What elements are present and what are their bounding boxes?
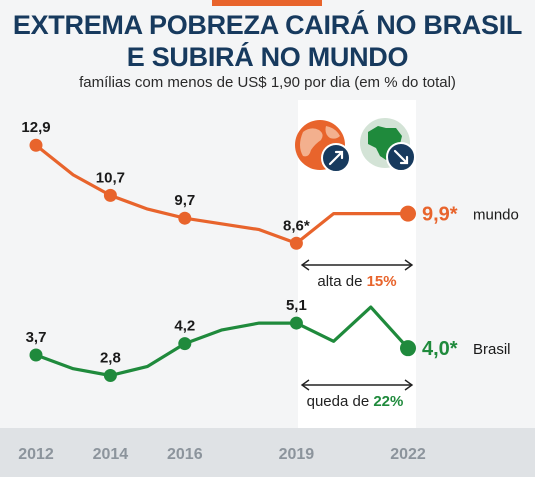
mundo-change-annotation: alta de 15% [300,259,414,290]
mundo-point-2019 [289,236,303,250]
mundo-label-2016: 9,7 [174,192,195,209]
x-tick-2016: 2016 [167,446,203,463]
x-tick-2019: 2019 [279,446,315,463]
mundo-label-2014: 10,7 [96,169,125,186]
mundo-label-2012: 12,9 [21,119,50,136]
brasil-series-line [34,305,410,378]
brasil-series-name: Brasil [473,341,511,358]
mundo-series-name: mundo [473,207,519,224]
mundo-label-2019: 8,6* [283,217,310,234]
labels-layer: 12,9 10,7 9,7 8,6* 9,9* mundo 3,7 2,8 4,2 5,1 4,0*… [21,119,518,366]
mundo-point-2022 [400,205,416,222]
brasil-change-prefix: queda de [307,393,374,410]
x-axis-band [0,428,535,477]
x-tick-2022: 2022 [390,446,426,463]
brasil-end-value: 4,0* [422,338,458,360]
brasil-label-2019: 5,1 [286,297,307,314]
mundo-point-2014 [103,188,117,202]
mundo-point-2016 [178,211,192,225]
x-tick-2012: 2012 [18,446,54,463]
brazil-map-icon [360,118,416,172]
brasil-point-2012 [29,348,43,362]
brasil-label-2014: 2,8 [100,350,121,367]
chart-title-line1: EXTREMA POBREZA CAIRÁ NO BRASIL [12,10,523,40]
accent-bar [212,0,322,6]
mundo-point-2012 [29,138,43,152]
x-axis-ticks: 2012 2014 2016 2019 2022 [18,446,426,463]
mundo-end-value: 9,9* [422,204,458,226]
brasil-change-value: 22% [373,393,403,410]
chart-subtitle: famílias com menos de US$ 1,90 por dia (… [79,74,456,91]
svg-text:queda de 22%: queda de 22% [307,393,404,410]
brasil-point-2016 [178,337,192,351]
mundo-series-line [34,143,410,245]
brasil-label-2012: 3,7 [26,329,47,346]
svg-text:alta de 15%: alta de 15% [317,273,396,290]
brasil-point-2014 [103,369,117,383]
globe-icon [295,120,351,173]
chart-title-line2: E SUBIRÁ NO MUNDO [126,42,409,72]
x-tick-2014: 2014 [93,446,129,463]
series-layer [29,138,416,383]
brasil-point-2019 [289,316,303,330]
mundo-change-prefix: alta de [317,273,366,290]
brasil-point-2022 [400,340,416,357]
brasil-label-2016: 4,2 [174,318,195,335]
mundo-change-value: 15% [367,273,397,290]
brasil-change-annotation: queda de 22% [300,379,414,410]
